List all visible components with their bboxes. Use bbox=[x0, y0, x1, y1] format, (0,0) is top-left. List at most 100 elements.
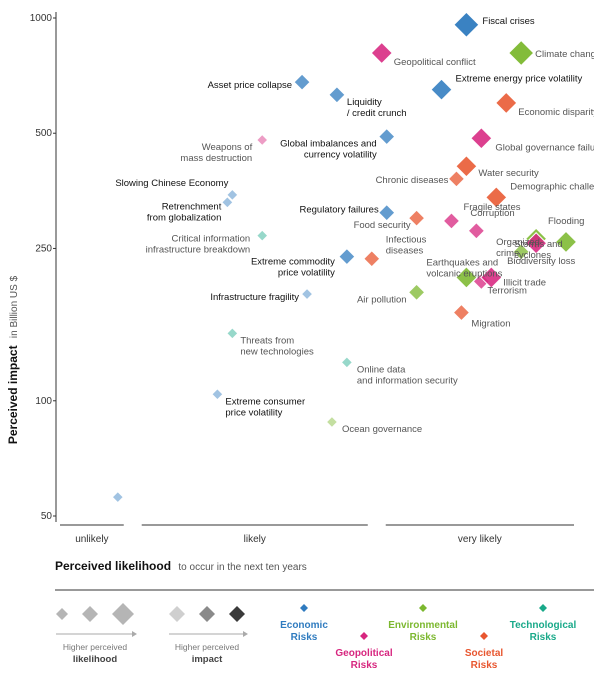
impact-hint-line2: impact bbox=[192, 654, 223, 665]
point-label: Economic disparity bbox=[518, 107, 594, 118]
point-label: Weapons of mass destruction bbox=[180, 142, 252, 164]
risk-point bbox=[256, 229, 269, 242]
point-label: Ocean governance bbox=[342, 424, 422, 435]
legend-category-suffix: Risks bbox=[530, 632, 557, 643]
legend-category-name: Technological bbox=[510, 620, 577, 631]
impact-hint-line1: Higher perceived bbox=[175, 642, 240, 652]
risk-point bbox=[455, 155, 478, 178]
risk-point bbox=[507, 39, 535, 67]
risk-point bbox=[370, 41, 393, 65]
risk-point bbox=[430, 78, 453, 101]
risk-point bbox=[325, 415, 339, 429]
point-label: Online data and information security bbox=[357, 364, 458, 386]
likelihood-medium-icon bbox=[82, 606, 98, 622]
y-tick-label: 50 bbox=[41, 511, 53, 522]
point-label: Migration bbox=[471, 319, 510, 330]
likelihood-hint-line1: Higher perceived bbox=[63, 642, 128, 652]
x-category-label: very likely bbox=[458, 534, 502, 545]
legend-category-name: Economic bbox=[280, 620, 328, 631]
legend: Higher perceived likelihood Higher perceiv… bbox=[55, 589, 594, 671]
point-label: Earthquakes and volcanic eruptions bbox=[426, 257, 502, 279]
legend-category-suffix: Risks bbox=[471, 660, 498, 671]
risk-point bbox=[226, 188, 239, 202]
risk-point bbox=[455, 266, 478, 289]
point-label: Food security bbox=[354, 220, 411, 231]
point-label: Infrastructure fragility bbox=[210, 292, 299, 303]
point-label: Extreme commodity price volatility bbox=[251, 257, 335, 279]
point-label: Threats from new technologies bbox=[240, 335, 314, 357]
risk-point bbox=[453, 11, 480, 38]
point-label: Illicit trade bbox=[503, 277, 546, 288]
point-label: Storms and cyclones bbox=[514, 239, 563, 261]
impact-arrow-head bbox=[243, 631, 248, 637]
risk-point bbox=[480, 266, 503, 289]
legend-category-suffix: Risks bbox=[291, 632, 318, 643]
risk-point bbox=[328, 86, 346, 104]
risk-point bbox=[363, 250, 381, 268]
risk-point bbox=[554, 230, 578, 254]
legend-environmental-icon bbox=[419, 604, 427, 612]
risk-point bbox=[470, 127, 493, 150]
likelihood-hint-line2: likelihood bbox=[73, 654, 118, 665]
risk-point bbox=[495, 91, 518, 115]
point-label: Geopolitical conflict bbox=[394, 57, 476, 68]
risk-point bbox=[442, 212, 461, 230]
risk-point bbox=[407, 283, 426, 302]
x-axis-label: Perceived likelihood bbox=[55, 559, 171, 573]
likelihood-large-icon bbox=[112, 603, 134, 625]
point-label: Slowing Chinese Economy bbox=[115, 178, 228, 189]
point-labels: Fiscal crises Climate change Geopolitical … bbox=[115, 16, 594, 435]
point-label: Air pollution bbox=[357, 294, 407, 305]
legend-geopolitical-icon bbox=[360, 632, 368, 640]
legend-category-name: Environmental bbox=[388, 620, 458, 631]
risk-point bbox=[226, 327, 239, 340]
risk-point bbox=[467, 222, 486, 240]
point-label: Climate change bbox=[535, 49, 594, 60]
point-label: Retrenchment from globalization bbox=[147, 201, 222, 223]
legend-category-name: Societal bbox=[465, 648, 504, 659]
point-label: Global imbalances and currency volatility bbox=[280, 139, 377, 161]
risk-point bbox=[111, 490, 125, 504]
x-category-label: unlikely bbox=[75, 534, 108, 545]
risk-point bbox=[524, 232, 548, 255]
risk-point bbox=[293, 73, 311, 91]
risk-point bbox=[485, 186, 508, 209]
point-label: Infectious diseases bbox=[386, 235, 427, 257]
point-label: Global governance failure bbox=[495, 142, 594, 153]
legend-societal-icon bbox=[480, 632, 488, 640]
point-label: Corruption bbox=[470, 208, 514, 219]
point-label: Flooding bbox=[548, 216, 584, 227]
likelihood-small-icon bbox=[56, 608, 68, 620]
point-label: Water security bbox=[478, 168, 539, 179]
x-axis-sublabel: to occur in the next ten years bbox=[178, 562, 306, 573]
risk-point bbox=[452, 303, 471, 322]
legend-category-name: Geopolitical bbox=[335, 648, 392, 659]
point-label: Liquidity / credit crunch bbox=[347, 97, 407, 119]
axes: 1000 500 250 100 50 unlikely likely very likely bbox=[30, 12, 574, 545]
point-label: Extreme consumer price volatility bbox=[225, 396, 305, 418]
risk-point bbox=[256, 133, 269, 147]
data-points bbox=[111, 11, 578, 504]
risk-point bbox=[338, 247, 356, 266]
point-label: Terrorism bbox=[487, 285, 527, 296]
y-tick-label: 100 bbox=[35, 396, 52, 407]
y-tick-label: 250 bbox=[35, 243, 52, 254]
point-label: Regulatory failures bbox=[300, 205, 379, 216]
point-label: Organized crime bbox=[496, 237, 540, 259]
point-label: Demographic challenges bbox=[510, 181, 594, 192]
risk-point bbox=[211, 388, 224, 401]
risk-point bbox=[407, 209, 426, 227]
impact-low-icon bbox=[169, 606, 185, 622]
risk-point bbox=[447, 170, 466, 188]
y-axis-sublabel: in Billion US $ bbox=[9, 275, 20, 338]
risk-point bbox=[512, 243, 530, 261]
point-label: Chronic diseases bbox=[376, 175, 449, 186]
point-label: Fiscal crises bbox=[482, 16, 535, 27]
point-label: Critical information infrastructure break… bbox=[146, 234, 251, 256]
point-label: Fragile states bbox=[463, 202, 520, 213]
risk-point bbox=[340, 356, 354, 369]
y-axis-title: Perceived impact in Billion US $ bbox=[6, 275, 20, 444]
y-tick-label: 500 bbox=[35, 128, 52, 139]
point-label: Asset price collapse bbox=[208, 80, 292, 91]
